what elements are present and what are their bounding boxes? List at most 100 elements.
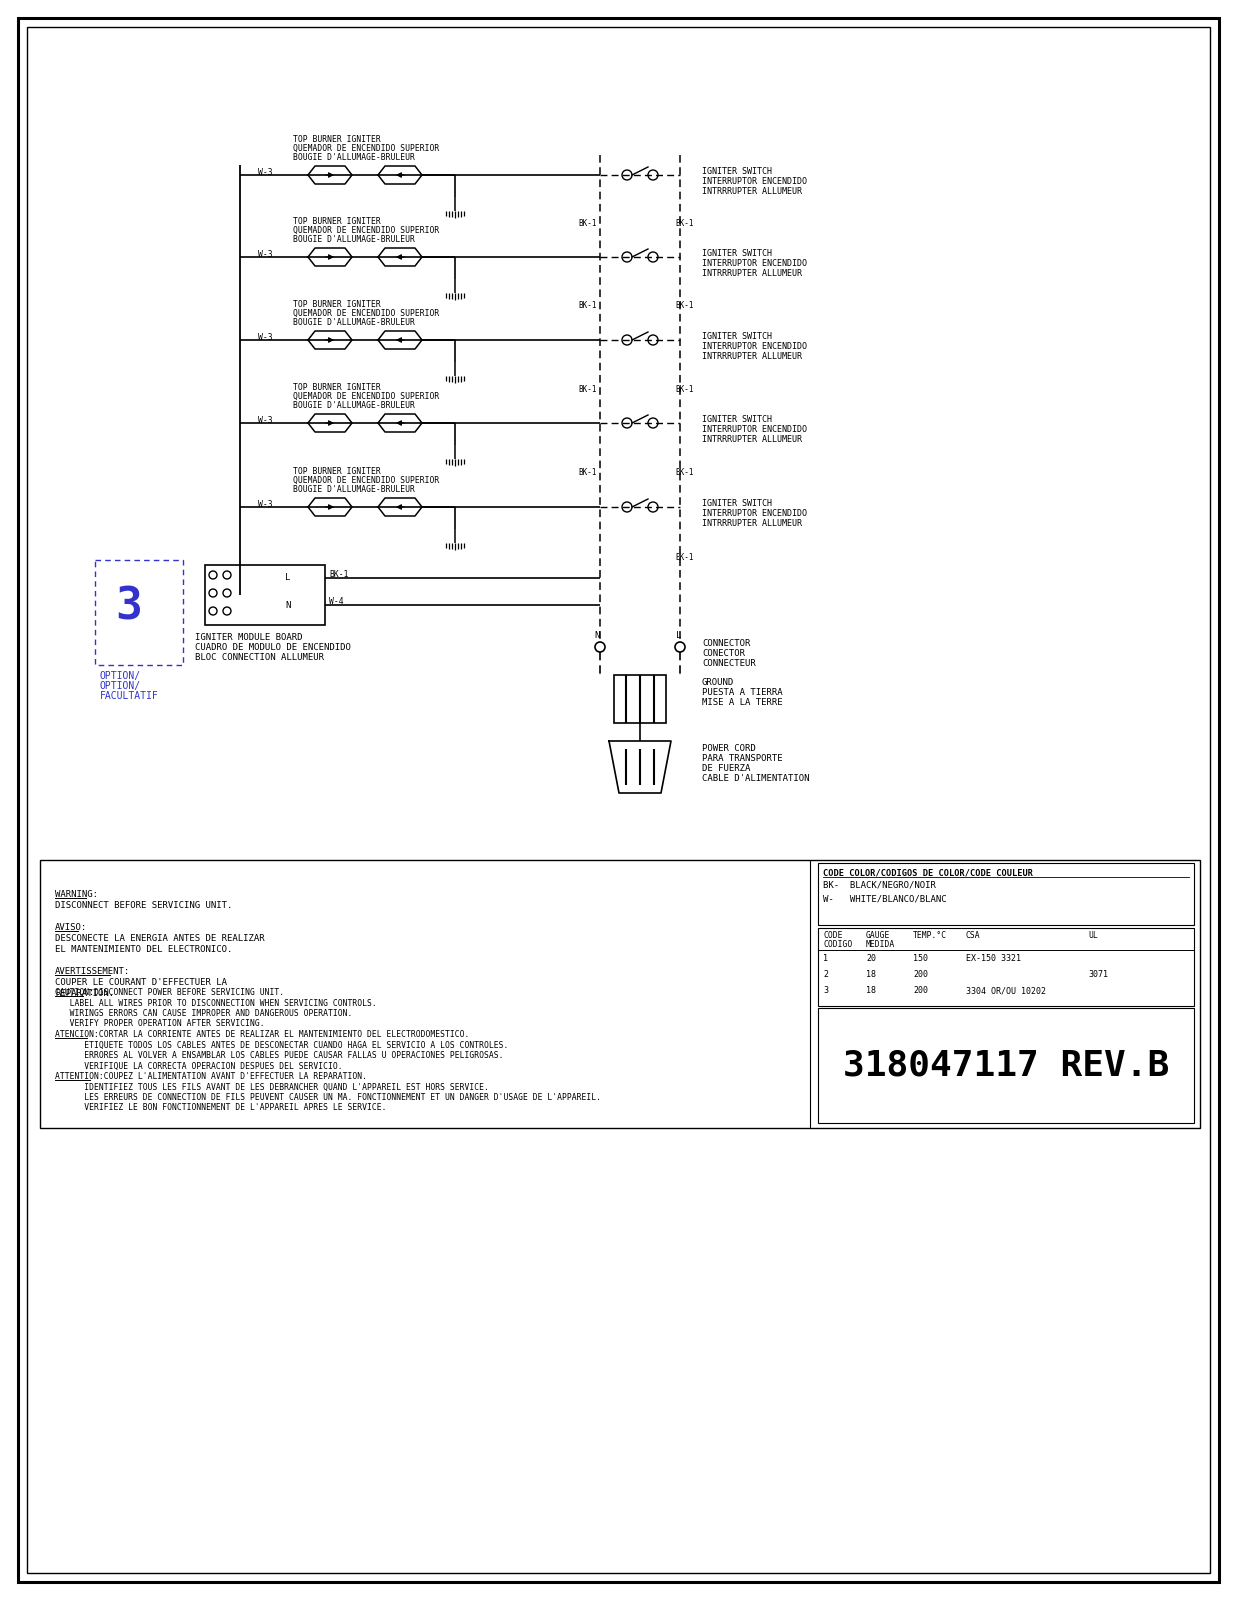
Text: BOUGIE D'ALLUMAGE-BRULEUR: BOUGIE D'ALLUMAGE-BRULEUR <box>293 402 414 410</box>
Text: BK-1: BK-1 <box>578 467 596 477</box>
Text: CONECTOR: CONECTOR <box>703 650 745 658</box>
Text: QUEMADOR DE ENCENDIDO SUPERIOR: QUEMADOR DE ENCENDIDO SUPERIOR <box>293 477 439 485</box>
Text: FACULTATIF: FACULTATIF <box>100 691 158 701</box>
Text: OPTION/: OPTION/ <box>100 670 141 682</box>
Text: 18: 18 <box>866 986 876 995</box>
Text: BK-1: BK-1 <box>675 384 694 394</box>
Text: IDENTIFIEZ TOUS LES FILS AVANT DE LES DEBRANCHER QUAND L'APPAREIL EST HORS SERVI: IDENTIFIEZ TOUS LES FILS AVANT DE LES DE… <box>54 1083 489 1091</box>
Text: N: N <box>594 630 600 640</box>
Text: ERRORES AL VOLVER A ENSAMBLAR LOS CABLES PUEDE CAUSAR FALLAS U OPERACIONES PELIG: ERRORES AL VOLVER A ENSAMBLAR LOS CABLES… <box>54 1051 503 1059</box>
Text: W-3: W-3 <box>259 499 272 509</box>
Text: DESCONECTE LA ENERGIA ANTES DE REALIZAR: DESCONECTE LA ENERGIA ANTES DE REALIZAR <box>54 934 265 942</box>
Text: TEMP.°C: TEMP.°C <box>913 931 948 939</box>
Text: 150: 150 <box>913 954 928 963</box>
Text: INTERRUPTOR ENCENDIDO: INTERRUPTOR ENCENDIDO <box>703 426 807 434</box>
Text: BK-1: BK-1 <box>578 219 596 227</box>
Text: WIRINGS ERRORS CAN CAUSE IMPROPER AND DANGEROUS OPERATION.: WIRINGS ERRORS CAN CAUSE IMPROPER AND DA… <box>54 1010 353 1018</box>
Text: 3071: 3071 <box>1089 970 1108 979</box>
Text: 200: 200 <box>913 970 928 979</box>
Text: INTERRUPTOR ENCENDIDO: INTERRUPTOR ENCENDIDO <box>703 178 807 186</box>
Text: BOUGIE D'ALLUMAGE-BRULEUR: BOUGIE D'ALLUMAGE-BRULEUR <box>293 485 414 494</box>
Text: QUEMADOR DE ENCENDIDO SUPERIOR: QUEMADOR DE ENCENDIDO SUPERIOR <box>293 309 439 318</box>
Text: W-3: W-3 <box>259 250 272 259</box>
Text: COUPER LE COURANT D'EFFECTUER LA: COUPER LE COURANT D'EFFECTUER LA <box>54 978 228 987</box>
Text: OPTION/: OPTION/ <box>100 682 141 691</box>
Text: POWER CORD: POWER CORD <box>703 744 756 754</box>
Text: TOP BURNER IGNITER: TOP BURNER IGNITER <box>293 301 381 309</box>
Text: LABEL ALL WIRES PRIOR TO DISCONNECTION WHEN SERVICING CONTROLS.: LABEL ALL WIRES PRIOR TO DISCONNECTION W… <box>54 998 377 1008</box>
Text: AVISO:: AVISO: <box>54 923 88 931</box>
Text: CAUTION:DISCONNECT POWER BEFORE SERVICING UNIT.: CAUTION:DISCONNECT POWER BEFORE SERVICIN… <box>54 987 285 997</box>
Text: W-3: W-3 <box>259 168 272 178</box>
Text: ATENCION:CORTAR LA CORRIENTE ANTES DE REALIZAR EL MANTENIMIENTO DEL ELECTRODOMES: ATENCION:CORTAR LA CORRIENTE ANTES DE RE… <box>54 1030 469 1038</box>
Text: IGNITER MODULE BOARD: IGNITER MODULE BOARD <box>195 634 303 642</box>
Text: 1: 1 <box>823 954 828 963</box>
Text: N: N <box>285 602 291 610</box>
Text: W-4: W-4 <box>329 597 344 606</box>
Text: 3: 3 <box>115 586 142 627</box>
Bar <box>95 560 183 666</box>
Text: BOUGIE D'ALLUMAGE-BRULEUR: BOUGIE D'ALLUMAGE-BRULEUR <box>293 154 414 162</box>
Text: BK-  BLACK/NEGRO/NOIR: BK- BLACK/NEGRO/NOIR <box>823 882 936 890</box>
Text: CODE COLOR/CODIGOS DE COLOR/CODE COULEUR: CODE COLOR/CODIGOS DE COLOR/CODE COULEUR <box>823 867 1033 877</box>
Text: TOP BURNER IGNITER: TOP BURNER IGNITER <box>293 382 381 392</box>
Text: TOP BURNER IGNITER: TOP BURNER IGNITER <box>293 218 381 226</box>
Text: L: L <box>675 630 682 640</box>
Text: INTERRUPTOR ENCENDIDO: INTERRUPTOR ENCENDIDO <box>703 342 807 350</box>
Text: QUEMADOR DE ENCENDIDO SUPERIOR: QUEMADOR DE ENCENDIDO SUPERIOR <box>293 226 439 235</box>
Text: GROUND: GROUND <box>703 678 735 686</box>
Text: CODIGO: CODIGO <box>823 939 852 949</box>
Bar <box>40 861 1200 1128</box>
Text: BK-1: BK-1 <box>578 301 596 310</box>
Text: REPARATION.: REPARATION. <box>54 989 114 998</box>
Text: BK-1: BK-1 <box>675 301 694 310</box>
Text: IGNITER SWITCH: IGNITER SWITCH <box>703 250 772 258</box>
Text: 3304 OR/OU 10202: 3304 OR/OU 10202 <box>966 986 1047 995</box>
Text: VERIFIEZ LE BON FONCTIONNEMENT DE L'APPAREIL APRES LE SERVICE.: VERIFIEZ LE BON FONCTIONNEMENT DE L'APPA… <box>54 1104 386 1112</box>
Text: 2: 2 <box>823 970 828 979</box>
Text: CONNECTOR: CONNECTOR <box>703 638 751 648</box>
Text: CABLE D'ALIMENTATION: CABLE D'ALIMENTATION <box>703 774 809 782</box>
Text: BK-1: BK-1 <box>675 554 694 562</box>
Text: INTERRUPTOR ENCENDIDO: INTERRUPTOR ENCENDIDO <box>703 509 807 518</box>
Text: GAUGE: GAUGE <box>866 931 891 939</box>
Text: W-3: W-3 <box>259 333 272 342</box>
Text: BLOC CONNECTION ALLUMEUR: BLOC CONNECTION ALLUMEUR <box>195 653 324 662</box>
Text: IGNITER SWITCH: IGNITER SWITCH <box>703 499 772 509</box>
Text: IGNITER SWITCH: IGNITER SWITCH <box>703 166 772 176</box>
Text: IGNITER SWITCH: IGNITER SWITCH <box>703 333 772 341</box>
Bar <box>614 675 666 723</box>
Text: TOP BURNER IGNITER: TOP BURNER IGNITER <box>293 134 381 144</box>
Text: ATTENTION:COUPEZ L'ALIMENTATION AVANT D'EFFECTUER LA REPARATION.: ATTENTION:COUPEZ L'ALIMENTATION AVANT D'… <box>54 1072 367 1082</box>
Text: PARA TRANSPORTE: PARA TRANSPORTE <box>703 754 783 763</box>
Text: BK-1: BK-1 <box>578 384 596 394</box>
Text: W-   WHITE/BLANCO/BLANC: W- WHITE/BLANCO/BLANC <box>823 894 946 904</box>
Text: CUADRO DE MODULO DE ENCENDIDO: CUADRO DE MODULO DE ENCENDIDO <box>195 643 351 653</box>
Text: AVERTISSEMENT:: AVERTISSEMENT: <box>54 966 130 976</box>
Text: BK-1: BK-1 <box>329 570 349 579</box>
Text: 200: 200 <box>913 986 928 995</box>
Text: BK-1: BK-1 <box>675 467 694 477</box>
Text: BOUGIE D'ALLUMAGE-BRULEUR: BOUGIE D'ALLUMAGE-BRULEUR <box>293 235 414 243</box>
Text: IGNITER SWITCH: IGNITER SWITCH <box>703 414 772 424</box>
Text: 18: 18 <box>866 970 876 979</box>
Text: 3: 3 <box>823 986 828 995</box>
Text: INTRRRUPTER ALLUMEUR: INTRRRUPTER ALLUMEUR <box>703 435 802 443</box>
Bar <box>818 928 1194 1006</box>
Text: INTRRRUPTER ALLUMEUR: INTRRRUPTER ALLUMEUR <box>703 269 802 278</box>
Text: EL MANTENIMIENTO DEL ELECTRONICO.: EL MANTENIMIENTO DEL ELECTRONICO. <box>54 946 233 954</box>
Text: INTRRRUPTER ALLUMEUR: INTRRRUPTER ALLUMEUR <box>703 187 802 195</box>
Text: INTRRRUPTER ALLUMEUR: INTRRRUPTER ALLUMEUR <box>703 518 802 528</box>
Text: WARNING:: WARNING: <box>54 890 98 899</box>
Text: DE FUERZA: DE FUERZA <box>703 765 751 773</box>
Text: BK-1: BK-1 <box>675 219 694 227</box>
Text: L: L <box>285 573 291 582</box>
Text: MEDIDA: MEDIDA <box>866 939 896 949</box>
Text: W-3: W-3 <box>259 416 272 426</box>
Bar <box>818 1008 1194 1123</box>
Text: TOP BURNER IGNITER: TOP BURNER IGNITER <box>293 467 381 477</box>
Text: 20: 20 <box>866 954 876 963</box>
Text: QUEMADOR DE ENCENDIDO SUPERIOR: QUEMADOR DE ENCENDIDO SUPERIOR <box>293 144 439 154</box>
Text: INTERRUPTOR ENCENDIDO: INTERRUPTOR ENCENDIDO <box>703 259 807 267</box>
Text: 318047117 REV.B: 318047117 REV.B <box>842 1048 1169 1083</box>
